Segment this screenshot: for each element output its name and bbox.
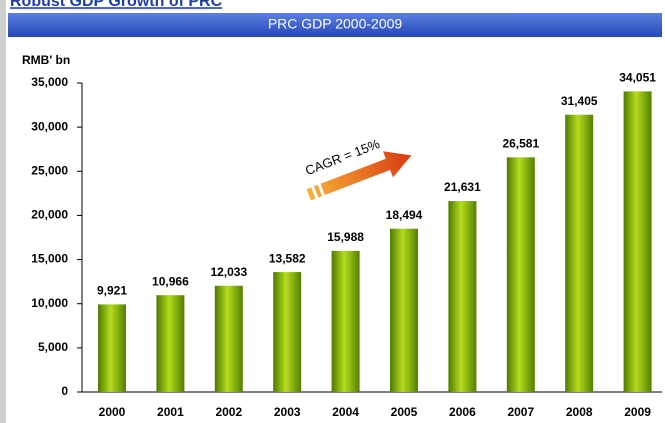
x-tick-label: 2000 xyxy=(99,405,126,419)
value-label: 10,966 xyxy=(152,274,189,288)
x-tick-label: 2009 xyxy=(624,405,651,419)
arrow-stripe xyxy=(317,183,325,197)
x-tick-label: 2005 xyxy=(391,405,418,419)
bar xyxy=(565,114,594,393)
value-label: 9,921 xyxy=(97,284,127,298)
y-tick-label: 20,000 xyxy=(31,208,68,222)
value-label: 15,988 xyxy=(327,230,364,244)
value-label: 18,494 xyxy=(386,208,423,222)
bar xyxy=(156,295,185,392)
bar xyxy=(623,91,652,393)
y-tick-label: 30,000 xyxy=(31,119,68,133)
value-label: 31,405 xyxy=(561,94,598,108)
chart-title: PRC GDP 2000-2009 xyxy=(268,16,403,32)
bar xyxy=(390,228,418,392)
y-axis-label: RMB' bn xyxy=(22,53,70,67)
value-label: 12,033 xyxy=(210,265,247,279)
x-tick-label: 2002 xyxy=(215,405,242,419)
bar xyxy=(214,285,243,392)
value-label: 34,051 xyxy=(619,71,656,85)
value-label: 26,581 xyxy=(502,136,539,150)
x-tick-label: 2007 xyxy=(507,405,534,419)
bar xyxy=(98,304,126,392)
value-label: 21,631 xyxy=(444,180,481,194)
heading: Robust GDP Growth of PRC xyxy=(10,0,223,10)
x-tick-label: 2001 xyxy=(157,405,184,419)
x-tick-label: 2006 xyxy=(449,405,476,419)
y-tick-label: 25,000 xyxy=(31,163,68,177)
value-label: 13,582 xyxy=(269,251,306,265)
y-tick-label: 10,000 xyxy=(31,296,68,310)
bar xyxy=(273,272,302,392)
arrow-stripe xyxy=(311,186,319,199)
x-tick-label: 2004 xyxy=(332,405,359,419)
y-tick-label: 5,000 xyxy=(38,340,68,354)
title-banner xyxy=(8,13,662,37)
x-tick-label: 2008 xyxy=(566,405,593,419)
y-tick-label: 35,000 xyxy=(31,75,68,89)
bar xyxy=(448,201,477,392)
cagr-annotation: CAGR = 15% xyxy=(303,136,412,201)
x-tick-label: 2003 xyxy=(274,405,301,419)
bar xyxy=(506,157,535,392)
y-tick-label: 15,000 xyxy=(31,252,68,266)
arrow xyxy=(306,151,412,201)
bar xyxy=(331,250,360,392)
y-tick-label: 0 xyxy=(61,384,68,398)
left-border xyxy=(0,0,6,423)
